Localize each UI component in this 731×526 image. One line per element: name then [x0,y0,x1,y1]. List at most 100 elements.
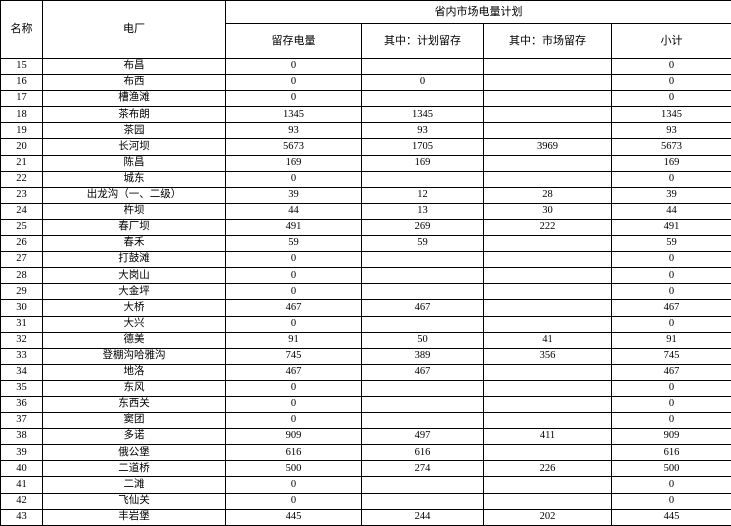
row-number-cell[interactable]: 35 [1,380,43,396]
row-number-cell[interactable]: 34 [1,364,43,380]
market-retained-cell[interactable] [484,493,612,509]
row-number-cell[interactable]: 16 [1,75,43,91]
market-retained-cell[interactable]: 411 [484,429,612,445]
plant-name-cell[interactable]: 登棚沟哈雅沟 [43,348,226,364]
plant-name-cell[interactable]: 俄公堡 [43,445,226,461]
retained-energy-cell[interactable]: 467 [226,300,362,316]
plant-name-cell[interactable]: 春禾 [43,236,226,252]
market-retained-cell[interactable] [484,59,612,75]
market-retained-cell[interactable]: 226 [484,461,612,477]
plant-name-cell[interactable]: 德美 [43,332,226,348]
planned-retained-cell[interactable]: 1705 [362,139,484,155]
plant-name-cell[interactable]: 城东 [43,171,226,187]
plant-name-cell[interactable]: 布昌 [43,59,226,75]
market-retained-cell[interactable] [484,380,612,396]
row-number-cell[interactable]: 41 [1,477,43,493]
retained-energy-cell[interactable]: 0 [226,396,362,412]
planned-retained-cell[interactable]: 467 [362,300,484,316]
market-retained-cell[interactable] [484,396,612,412]
retained-energy-cell[interactable]: 500 [226,461,362,477]
row-number-cell[interactable]: 29 [1,284,43,300]
market-retained-cell[interactable] [484,123,612,139]
market-retained-cell[interactable] [484,171,612,187]
planned-retained-cell[interactable] [362,284,484,300]
market-retained-cell[interactable] [484,155,612,171]
plant-name-cell[interactable]: 杵坝 [43,203,226,219]
retained-energy-cell[interactable]: 0 [226,75,362,91]
row-number-cell[interactable]: 15 [1,59,43,75]
plant-name-cell[interactable]: 东西关 [43,396,226,412]
plant-name-cell[interactable]: 二道桥 [43,461,226,477]
retained-energy-cell[interactable]: 0 [226,413,362,429]
planned-retained-cell[interactable] [362,59,484,75]
subtotal-cell[interactable]: 445 [612,509,731,525]
planned-retained-cell[interactable] [362,493,484,509]
plant-name-cell[interactable]: 布西 [43,75,226,91]
planned-retained-cell[interactable]: 1345 [362,107,484,123]
subtotal-cell[interactable]: 93 [612,123,731,139]
subtotal-cell[interactable]: 59 [612,236,731,252]
row-number-cell[interactable]: 38 [1,429,43,445]
subtotal-cell[interactable]: 1345 [612,107,731,123]
plant-name-cell[interactable]: 茶布朗 [43,107,226,123]
subtotal-cell[interactable]: 467 [612,364,731,380]
planned-retained-cell[interactable]: 93 [362,123,484,139]
subtotal-cell[interactable]: 467 [612,300,731,316]
retained-energy-cell[interactable]: 59 [226,236,362,252]
row-number-cell[interactable]: 18 [1,107,43,123]
subtotal-cell[interactable]: 0 [612,252,731,268]
market-retained-cell[interactable]: 30 [484,203,612,219]
market-retained-cell[interactable]: 222 [484,219,612,235]
plant-name-cell[interactable]: 大金坪 [43,284,226,300]
retained-energy-cell[interactable]: 169 [226,155,362,171]
plant-name-cell[interactable]: 大岗山 [43,268,226,284]
retained-energy-cell[interactable]: 91 [226,332,362,348]
subtotal-cell[interactable]: 745 [612,348,731,364]
market-retained-cell[interactable] [484,107,612,123]
retained-energy-cell[interactable]: 0 [226,316,362,332]
subtotal-cell[interactable]: 0 [612,91,731,107]
row-number-cell[interactable]: 43 [1,509,43,525]
planned-retained-cell[interactable] [362,91,484,107]
plant-name-cell[interactable]: 长河坝 [43,139,226,155]
retained-energy-cell[interactable]: 616 [226,445,362,461]
planned-retained-cell[interactable]: 467 [362,364,484,380]
planned-retained-cell[interactable] [362,268,484,284]
market-retained-cell[interactable] [484,445,612,461]
row-number-cell[interactable]: 27 [1,252,43,268]
planned-retained-cell[interactable]: 244 [362,509,484,525]
row-number-cell[interactable]: 23 [1,187,43,203]
retained-energy-cell[interactable]: 467 [226,364,362,380]
plant-name-cell[interactable]: 二滩 [43,477,226,493]
planned-retained-cell[interactable]: 13 [362,203,484,219]
plant-name-cell[interactable]: 陈昌 [43,155,226,171]
retained-energy-cell[interactable]: 1345 [226,107,362,123]
subtotal-cell[interactable]: 909 [612,429,731,445]
plant-name-cell[interactable]: 打鼓滩 [43,252,226,268]
plant-name-cell[interactable]: 丰岩堡 [43,509,226,525]
row-number-cell[interactable]: 24 [1,203,43,219]
plant-name-cell[interactable]: 窦团 [43,413,226,429]
plant-name-cell[interactable]: 飞仙关 [43,493,226,509]
row-number-cell[interactable]: 39 [1,445,43,461]
subtotal-cell[interactable]: 0 [612,268,731,284]
retained-energy-cell[interactable]: 0 [226,477,362,493]
market-retained-cell[interactable] [484,252,612,268]
plant-name-cell[interactable]: 大兴 [43,316,226,332]
subtotal-cell[interactable]: 0 [612,75,731,91]
planned-retained-cell[interactable]: 274 [362,461,484,477]
subtotal-cell[interactable]: 169 [612,155,731,171]
row-number-cell[interactable]: 42 [1,493,43,509]
planned-retained-cell[interactable]: 0 [362,75,484,91]
